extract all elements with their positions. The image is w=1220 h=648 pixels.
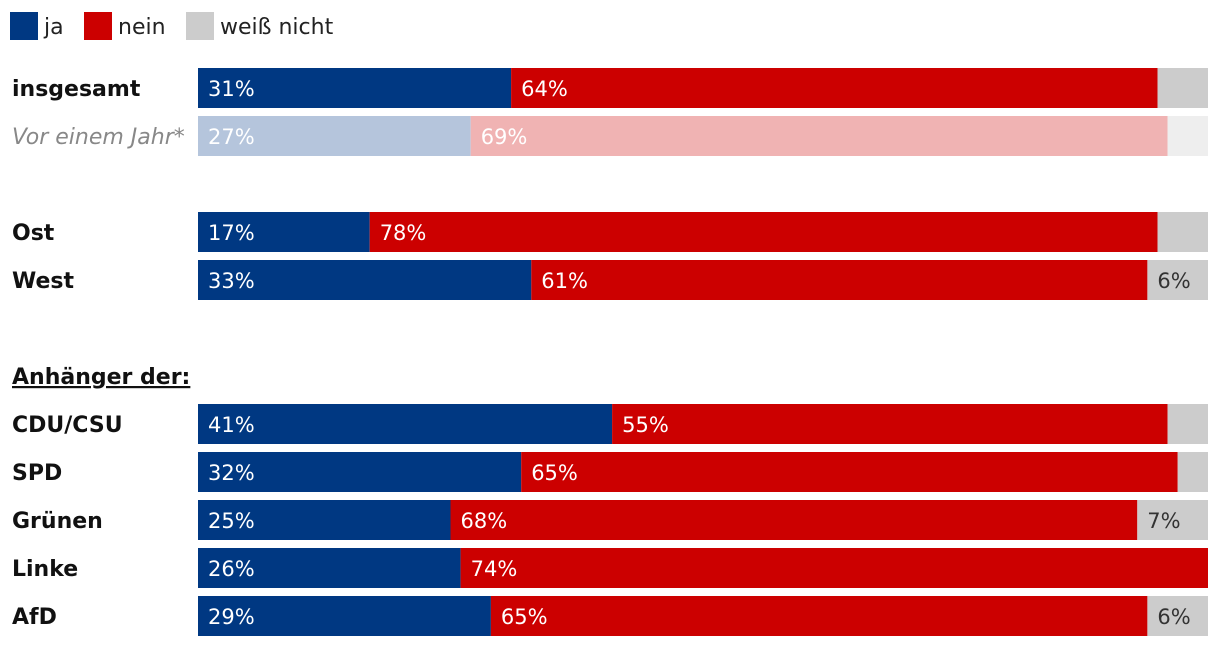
bar-segment-nein xyxy=(470,116,1168,156)
data-label-nein: 74% xyxy=(471,557,518,581)
bar-row-cdu-csu: CDU/CSU 41% 55% xyxy=(12,404,1208,444)
bar-segment-nein xyxy=(369,212,1158,252)
bar-segment-nein xyxy=(521,452,1178,492)
category-label: Grünen xyxy=(12,509,103,534)
category-label: CDU/CSU xyxy=(12,413,123,438)
data-label-ja: 29% xyxy=(208,605,255,629)
data-label-nein: 78% xyxy=(380,221,427,245)
bar-segment-nein xyxy=(490,596,1148,636)
legend-swatch-nein xyxy=(84,12,112,40)
bar-segment-weiss_nicht xyxy=(1137,500,1208,540)
bar-segment-nein xyxy=(450,500,1138,540)
data-label-weiss_nicht: 6% xyxy=(1157,605,1190,629)
data-label-nein: 69% xyxy=(481,125,528,149)
category-label: SPD xyxy=(12,461,62,486)
bar-segment-ja xyxy=(198,404,613,444)
data-label-ja: 27% xyxy=(208,125,255,149)
category-label: Linke xyxy=(12,557,78,582)
bar-segment-ja xyxy=(198,596,491,636)
bar-row-west: West 33% 61% 6% xyxy=(12,260,1208,300)
data-label-ja: 32% xyxy=(208,461,255,485)
legend-swatch-weiss_nicht xyxy=(186,12,214,40)
data-label-ja: 33% xyxy=(208,269,255,293)
bar-row-vor-einem-jahr: Vor einem Jahr* 27% 69% xyxy=(12,116,1208,156)
bar-segment-nein xyxy=(612,404,1168,444)
data-label-weiss_nicht: 7% xyxy=(1147,509,1180,533)
legend-label-ja: ja xyxy=(43,15,64,40)
data-label-ja: 31% xyxy=(208,77,255,101)
bar-segment-weiss_nicht xyxy=(1157,68,1208,108)
category-label: insgesamt xyxy=(12,77,141,102)
bar-row-grünen: Grünen 25% 68% 7% xyxy=(12,500,1208,540)
bar-segment-weiss_nicht xyxy=(1147,596,1208,636)
group-heading-text: Anhänger der: xyxy=(12,365,190,390)
bar-row-insgesamt: insgesamt 31% 64% xyxy=(12,68,1208,108)
data-label-nein: 65% xyxy=(501,605,548,629)
data-label-nein: 64% xyxy=(521,77,568,101)
bar-segment-ja xyxy=(198,548,461,588)
bar-row-linke: Linke 26% 74% xyxy=(12,548,1209,588)
data-label-nein: 55% xyxy=(622,413,669,437)
data-label-weiss_nicht: 6% xyxy=(1157,269,1190,293)
bar-segment-ja xyxy=(198,212,370,252)
data-label-ja: 26% xyxy=(208,557,255,581)
bar-segment-ja xyxy=(198,260,532,300)
bar-segment-ja xyxy=(198,452,522,492)
data-label-nein: 68% xyxy=(461,509,508,533)
bar-segment-weiss_nicht xyxy=(1147,260,1208,300)
legend: ja nein weiß nicht xyxy=(10,12,334,40)
bar-row-ost: Ost 17% 78% xyxy=(12,212,1208,252)
legend-swatch-ja xyxy=(10,12,38,40)
bar-segment-weiss_nicht xyxy=(1177,452,1208,492)
group-heading: Anhänger der: xyxy=(12,365,190,390)
bar-segment-ja xyxy=(198,116,471,156)
data-label-ja: 25% xyxy=(208,509,255,533)
legend-label-weiss_nicht: weiß nicht xyxy=(220,15,334,40)
data-label-nein: 65% xyxy=(531,461,578,485)
category-label: Ost xyxy=(12,221,55,246)
bar-segment-nein xyxy=(460,548,1209,588)
data-label-ja: 17% xyxy=(208,221,255,245)
bar-segment-weiss_nicht xyxy=(1157,212,1208,252)
bar-segment-ja xyxy=(198,68,512,108)
category-label: Vor einem Jahr* xyxy=(12,125,185,150)
bar-row-afd: AfD 29% 65% 6% xyxy=(12,596,1208,636)
bar-segment-nein xyxy=(531,260,1148,300)
bar-row-spd: SPD 32% 65% xyxy=(12,452,1208,492)
bar-segment-weiss_nicht xyxy=(1167,404,1208,444)
category-label: AfD xyxy=(12,605,57,630)
category-label: West xyxy=(12,269,74,294)
bar-rows: insgesamt 31% 64% Vor einem Jahr* 27% 69% Ost 1… xyxy=(12,68,1209,636)
bar-segment-nein xyxy=(511,68,1158,108)
data-label-ja: 41% xyxy=(208,413,255,437)
bar-segment-ja xyxy=(198,500,451,540)
bar-segment-weiss_nicht xyxy=(1167,116,1208,156)
legend-label-nein: nein xyxy=(118,15,166,40)
data-label-nein: 61% xyxy=(541,269,588,293)
